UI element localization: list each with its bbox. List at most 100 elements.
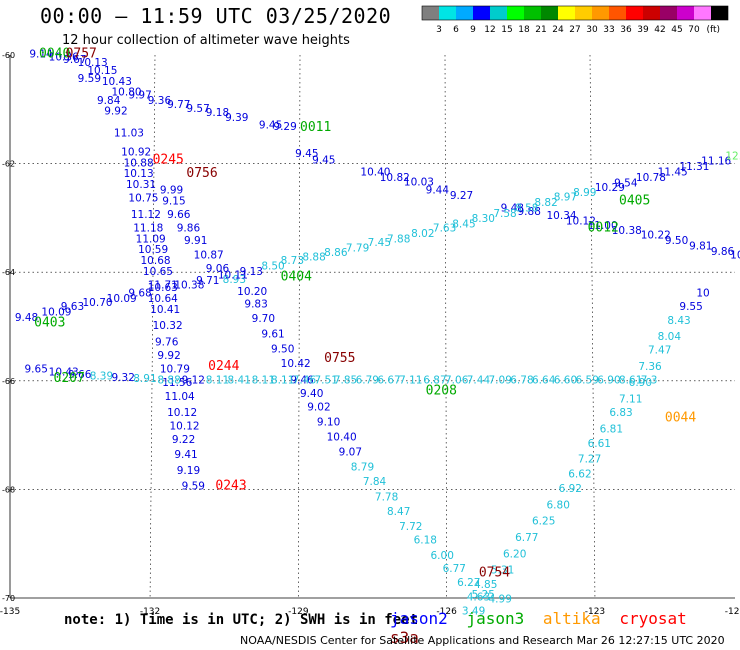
wave-height-value: 11.31 [679,161,709,173]
latitude-tick-label: -62 [2,160,15,169]
wave-height-value: 9.02 [307,402,330,414]
wave-height-value: 4.99 [489,593,512,605]
wave-height-value: 7.47 [648,345,671,357]
satellite-tracks: 9.1410.369.6710.1310.1510.4310.809.979.3… [15,49,740,618]
wave-height-value: 10.63 [148,282,178,294]
pass-time-label: 0405 [619,193,650,208]
wave-height-value: 6.60 [554,375,577,387]
map-graticule [10,54,735,599]
color-bar-tick-label: 45 [671,25,682,35]
wave-height-value: 10.78 [636,172,666,184]
wave-height-value: 10.09 [107,293,137,305]
color-swatch [660,6,677,20]
wave-height-value: 8.88 [302,251,325,263]
wave-height-value: 10 [696,288,709,300]
wave-height-value: 9.84 [97,95,121,107]
wave-height-value: 8.39 [90,371,113,383]
meridian-line [589,54,596,599]
wave-height-value: 9.61 [261,328,284,340]
wave-height-value: 11.16 [701,156,731,168]
wave-height-value: 9.67 [63,54,86,66]
color-swatch [694,6,711,20]
wave-height-value: 8.61 [619,375,642,387]
wave-height-value: 10.12 [170,421,200,433]
pass-time-label: 0756 [186,166,217,181]
wave-height-value: 10.20 [237,286,267,298]
wave-height-value: 9.13 [240,266,263,278]
wave-height-value: 9.50 [271,344,294,356]
wave-height-value: 10.12 [167,407,197,419]
color-swatch [439,6,456,20]
wave-height-value: 6.77 [443,563,466,575]
pass-time-label: 0757 [66,47,97,62]
wave-height-value: 9.65 [25,364,48,376]
longitude-tick-label: -120 [725,607,740,617]
wave-height-value: 7.44 [467,375,491,387]
wave-height-value: 9.48 [15,312,38,324]
pass-time-label: 0245 [153,153,184,168]
wave-height-value: 9.22 [172,434,195,446]
wave-height-value: 10.87 [194,250,224,262]
longitude-tick-label: -126 [436,607,457,617]
wave-height-value: 9.46 [290,375,314,387]
wave-height-value: 7.27 [578,453,601,465]
color-bar-tick-label: 33 [603,25,614,35]
wave-height-value: 7.09 [489,375,512,387]
wave-height-value: 9.19 [177,465,200,477]
pass-time-label: 0403 [34,316,65,331]
color-bar-tick-label: 18 [518,25,530,35]
wave-height-value: 10.59 [138,244,168,256]
meridian-line [149,54,156,599]
wave-height-value: 7.85 [334,375,357,387]
wave-height-value: 9.92 [104,106,127,118]
color-bar-tick-label: 21 [535,25,546,35]
color-swatch [609,6,626,20]
color-bar-outline [421,5,729,21]
wave-height-value: 7.79 [346,243,369,255]
wave-height-value: 9.86 [711,246,735,258]
color-swatch [490,6,507,20]
wave-height-value: 6.87 [423,375,446,387]
wave-height-value: 5.31 [491,565,514,577]
wave-height-value: 8.93 [223,274,246,286]
wave-height-value: 6.92 [559,483,582,495]
wave-height-value: 10.43 [102,76,132,88]
wave-height-value: 9.50 [665,235,688,247]
color-bar-tick-label: 27 [569,25,580,35]
wave-height-value: 9.91 [184,235,207,247]
color-swatch [711,6,728,20]
pass-time-label: 0044 [665,411,696,426]
wave-height-value: 6.90 [629,377,652,389]
wave-height-value: 9.83 [244,298,267,310]
pass-time-label: 0754 [479,565,510,580]
wave-height-value: 9.15 [162,195,185,207]
pass-time-label: 0040 [39,47,70,62]
wave-height-value: 9.59 [78,73,101,85]
wave-height-value: 4.85 [474,579,497,591]
wave-height-value: 9.10 [317,416,340,428]
wave-height-value: 9.66 [167,209,191,221]
wave-height-value: 4.63 [467,592,490,604]
wave-height-value: 7.46 [293,375,317,387]
wave-height-value: 6.81 [600,423,623,435]
satellite-legend-item: cryosat [619,609,687,628]
latitude-tick-label: -60 [2,51,15,60]
wave-height-value: 6.79 [356,375,379,387]
wave-height-value: 6.62 [568,468,591,480]
color-bar-tick-label: 6 [453,25,459,35]
wave-height-value: 10.68 [141,255,171,267]
satellite-legend-item: s3a [390,628,419,647]
wave-height-value: 6.90 [597,375,620,387]
color-swatch [541,6,558,20]
footer-note: note: 1) Time is in UTC; 2) SWH is in fe… [64,612,419,628]
wave-height-value: 5.25 [472,589,495,601]
wave-height-value: 10.38 [612,225,642,237]
color-swatch [456,6,473,20]
longitude-tick-label: -135 [0,607,20,617]
wave-height-value: 10.13 [78,57,108,69]
wave-height-value: 9.99 [160,184,183,196]
satellite-legend-item: jason2 [390,609,448,628]
wave-height-value: 9.88 [518,206,541,218]
wave-height-value: 8.82 [534,197,557,209]
